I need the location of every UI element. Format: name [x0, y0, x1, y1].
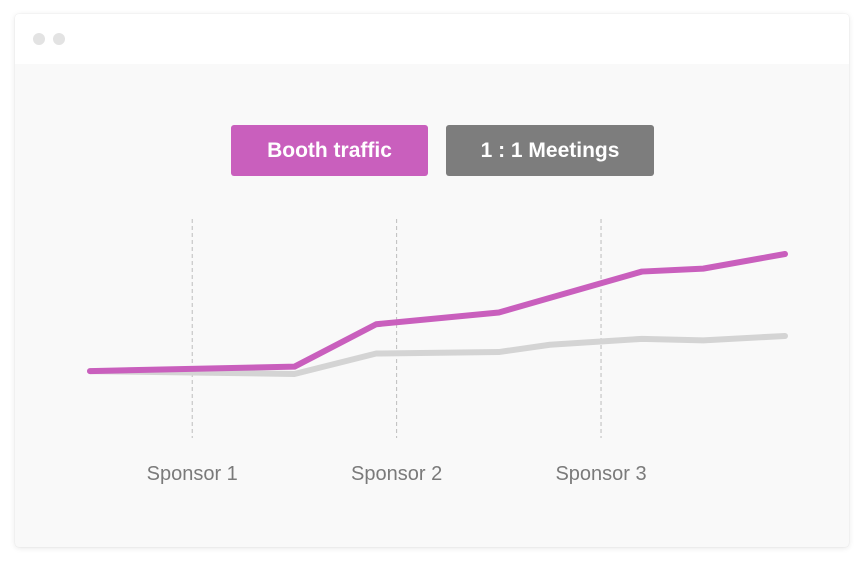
- x-tick-label: Sponsor 2: [351, 463, 442, 485]
- series-line-booth-traffic: [87, 251, 788, 375]
- x-tick-label: Sponsor 3: [555, 463, 646, 485]
- series-line-meetings: [87, 332, 788, 377]
- legend-booth-traffic-button[interactable]: Booth traffic: [231, 125, 428, 176]
- line-chart: Sponsor 1 Sponsor 2 Sponsor 3: [87, 219, 788, 485]
- window-dot-icon: [53, 33, 65, 45]
- window-titlebar: [15, 14, 849, 64]
- x-tick-label: Sponsor 1: [147, 463, 238, 485]
- browser-window: Sponsor 1 Sponsor 2 Sponsor 3 Booth traffi…: [15, 14, 849, 547]
- legend-meetings-button[interactable]: 1 : 1 Meetings: [446, 125, 654, 176]
- window-dot-icon: [33, 33, 45, 45]
